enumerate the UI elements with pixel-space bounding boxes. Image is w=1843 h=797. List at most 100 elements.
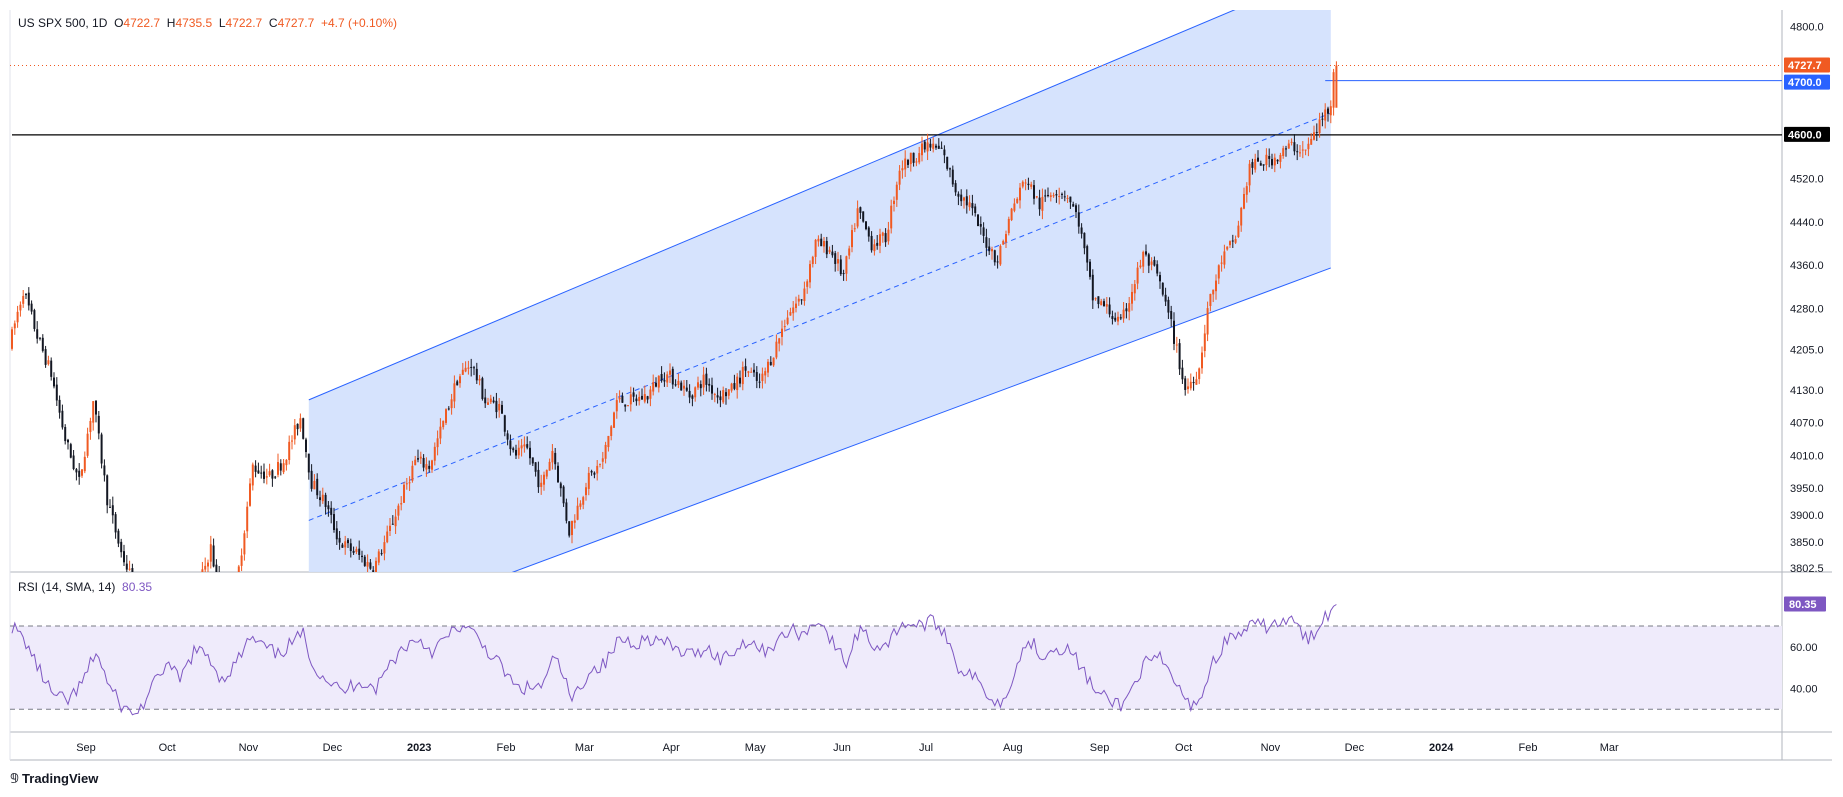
candle-body — [131, 568, 134, 572]
candle-body — [604, 444, 607, 459]
candle-body — [400, 503, 403, 505]
candle-body — [39, 337, 41, 339]
candle-body — [851, 230, 853, 248]
candle-body — [249, 483, 251, 506]
candle-body — [1030, 184, 1033, 187]
candle-body — [965, 196, 968, 206]
candle-body — [1318, 119, 1321, 134]
price-tag-label: 4600.0 — [1788, 129, 1822, 141]
candle-body — [263, 471, 265, 479]
candle-body — [1131, 291, 1133, 304]
candle-body — [531, 457, 534, 464]
candle-body — [526, 444, 529, 448]
rsi-axis[interactable]: 60.00 40.00 80.35 — [1784, 596, 1826, 695]
candle-body — [828, 249, 831, 253]
candle-body — [25, 294, 27, 296]
candle-body — [960, 194, 963, 202]
candle-body — [363, 556, 366, 566]
candle-body — [1097, 296, 1100, 305]
candle-body — [1114, 317, 1117, 321]
candle-body — [215, 564, 218, 572]
candle-body — [204, 565, 207, 570]
time-tick-label: 2023 — [407, 742, 431, 754]
candle-body — [1293, 142, 1296, 152]
candle-body — [509, 440, 512, 450]
horizontal-lines[interactable] — [10, 65, 1782, 136]
candle-body — [1117, 316, 1119, 322]
candle-body — [716, 395, 719, 398]
candle-body — [1189, 381, 1192, 389]
candle-body — [582, 497, 585, 505]
candle-body — [548, 461, 551, 471]
candle-body — [865, 221, 867, 230]
candle-body — [1321, 118, 1324, 120]
candle-body — [1237, 225, 1240, 238]
candle-body — [470, 366, 473, 368]
legend-interval: 1D — [92, 16, 108, 30]
rsi-value-tag — [1784, 596, 1826, 612]
candle-body — [1234, 239, 1237, 243]
candle-body — [341, 544, 344, 548]
candle-body — [918, 153, 921, 163]
candle-body — [1184, 378, 1187, 390]
price-tag-last — [1784, 57, 1830, 73]
candle-body — [1217, 265, 1220, 279]
candle-body — [1313, 132, 1315, 140]
candle-body — [481, 378, 484, 399]
candle-body — [1156, 264, 1159, 274]
candle-body — [1301, 149, 1304, 151]
regression-channel[interactable] — [308, 0, 1331, 648]
candle-body — [523, 444, 526, 447]
candle-body — [795, 303, 797, 309]
tradingview-logo[interactable]: 𝟡 TradingView — [10, 771, 98, 787]
candle-body — [1055, 194, 1058, 196]
candle-body — [912, 152, 915, 163]
candle-body — [1038, 197, 1041, 210]
candle-body — [559, 483, 562, 489]
candle-body — [951, 169, 954, 185]
candle-body — [1310, 138, 1313, 145]
time-axis[interactable]: Sep Oct Nov Dec 2023 Feb Mar Apr May Jun Jul Aug Sep… — [76, 742, 1619, 754]
candle-body — [1259, 163, 1262, 166]
candle-body — [979, 223, 982, 227]
candle-body — [1257, 157, 1259, 162]
candle-body — [817, 238, 820, 242]
price-tick-label: 4205.0 — [1790, 344, 1824, 356]
candle-body — [1086, 246, 1089, 263]
price-axis[interactable]: 4800.0 4520.0 4440.0 4360.0 4280.0 4205.0 4130… — [1784, 21, 1830, 575]
candle-body — [879, 234, 881, 246]
candle-body — [809, 264, 811, 283]
candle-body — [377, 551, 380, 563]
candle-body — [1251, 162, 1254, 168]
candle-body — [867, 227, 870, 237]
candle-body — [1033, 185, 1035, 199]
candle-body — [103, 465, 106, 476]
candle-body — [529, 447, 531, 459]
candle-body — [13, 323, 16, 329]
candle-body — [347, 539, 349, 544]
candle-body — [1083, 232, 1086, 249]
candle-body — [1139, 265, 1142, 268]
candle-body — [1035, 196, 1038, 198]
candle-body — [254, 465, 257, 472]
candle-body — [1047, 194, 1049, 197]
candle-body — [1332, 72, 1335, 108]
candle-body — [1248, 163, 1251, 186]
candle-body — [1315, 131, 1318, 133]
candle-body — [64, 427, 67, 442]
candle-body — [366, 561, 369, 567]
candle-body — [305, 439, 307, 453]
candle-body — [627, 405, 629, 407]
candle-body — [988, 246, 991, 252]
candle-body — [492, 400, 495, 403]
candle-body — [562, 486, 565, 504]
candle-body — [1167, 299, 1170, 313]
candle-body — [478, 378, 481, 381]
candle-body — [1240, 207, 1243, 226]
candle-body — [355, 549, 358, 552]
candle-body — [1229, 241, 1231, 246]
candle-body — [83, 456, 86, 472]
rsi-value-label: 80.35 — [1789, 599, 1817, 611]
candle-body — [495, 400, 498, 413]
